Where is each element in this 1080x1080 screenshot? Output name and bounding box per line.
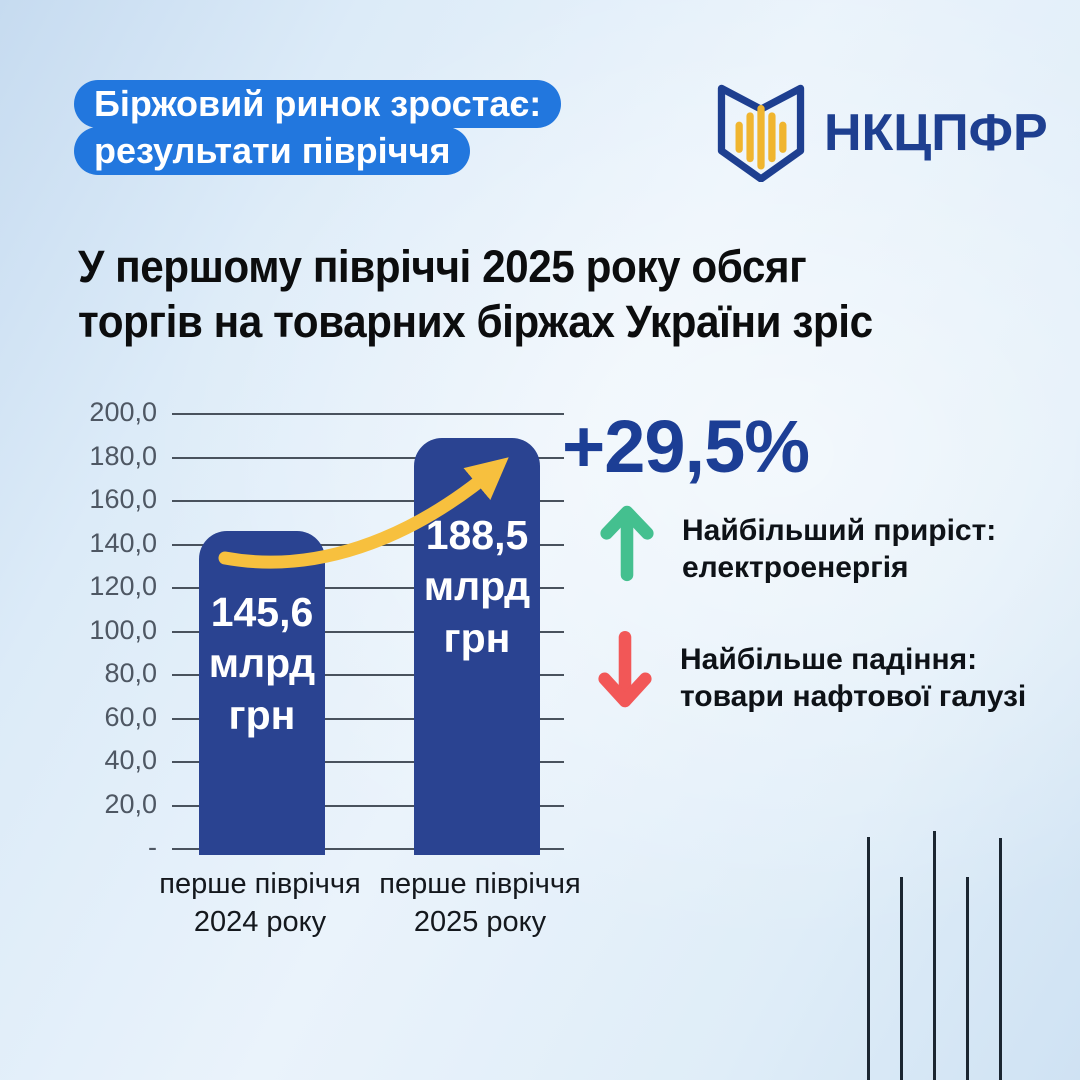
bar-value-unit-1: млрд	[208, 640, 316, 687]
bar-chart: 145,6 млрд грн 188,5 млрд грн	[172, 413, 564, 855]
y-tick-label: 60,0	[104, 702, 157, 732]
highlight-decline-line-2: товари нафтової галузі	[680, 679, 1027, 713]
highlight-decline-text: Найбільше падіння: товари нафтової галуз…	[680, 642, 1026, 715]
y-tick-label: 40,0	[104, 745, 157, 775]
highlight-growth-text: Найбільший приріст: електроенергія	[682, 513, 996, 586]
y-tick-label: 200,0	[89, 397, 157, 427]
header-badge-line-2: результати півріччя	[74, 127, 471, 175]
gridline	[172, 718, 564, 720]
bar-value-number: 145,6	[210, 589, 314, 635]
open-book-chart-icon	[714, 78, 808, 187]
logo-text: НКЦПФР	[824, 103, 1048, 162]
arrow-down-icon	[596, 630, 654, 721]
title-line-2: торгів на товарних біржах України зріс	[78, 295, 873, 347]
y-tick-label: 100,0	[89, 615, 157, 645]
header-badge-line-1: Біржовий ринок зростає:	[74, 80, 562, 128]
decorative-line	[900, 877, 903, 1080]
decorative-line	[867, 837, 870, 1080]
y-tick-label: -	[148, 832, 157, 862]
y-tick-label: 20,0	[104, 789, 157, 819]
gridline	[172, 457, 564, 459]
x-label-line-1: перше півріччя	[379, 868, 581, 900]
y-tick-label: 120,0	[89, 571, 157, 601]
gridline	[172, 413, 564, 415]
nssmc-logo: НКЦПФР	[714, 78, 1048, 187]
gridline	[172, 631, 564, 633]
x-axis-label-2024: перше півріччя 2024 року	[120, 866, 400, 941]
badge-text-2: результати півріччя	[94, 130, 451, 171]
bar-2025: 188,5 млрд грн	[414, 438, 540, 855]
bar-value-unit-2: грн	[228, 691, 296, 738]
x-axis-label-2025: перше півріччя 2025 року	[340, 866, 620, 941]
gridline	[172, 805, 564, 807]
bar-value-unit-1: млрд	[423, 563, 531, 610]
highlight-growth: Найбільший приріст: електроенергія	[598, 501, 996, 588]
y-tick-label: 80,0	[104, 658, 157, 688]
x-label-line-2: 2025 року	[413, 905, 547, 938]
gridline	[172, 587, 564, 589]
bar-value-number: 188,5	[425, 512, 529, 558]
badge-text-1: Біржовий ринок зростає:	[94, 83, 542, 124]
highlight-decline-line-1: Найбільше падіння:	[680, 643, 978, 676]
arrow-up-icon	[598, 501, 656, 588]
decorative-line	[933, 831, 936, 1080]
gridline	[172, 761, 564, 763]
highlight-growth-line-1: Найбільший приріст:	[682, 514, 997, 547]
page-title: У першому півріччі 2025 року обсяг торгі…	[78, 240, 873, 350]
growth-percent: +29,5%	[562, 405, 810, 488]
x-label-line-1: перше півріччя	[159, 868, 361, 900]
bar-value-label-2025: 188,5 млрд грн	[414, 510, 540, 664]
decorative-line	[999, 838, 1002, 1080]
highlight-decline: Найбільше падіння: товари нафтової галуз…	[596, 630, 1026, 721]
decorative-line	[966, 877, 969, 1080]
highlight-growth-line-2: електроенергія	[682, 550, 909, 584]
bar-value-unit-2: грн	[443, 614, 511, 661]
y-tick-label: 160,0	[89, 484, 157, 514]
gridline	[172, 674, 564, 676]
x-label-line-2: 2024 року	[193, 905, 327, 938]
y-tick-label: 180,0	[89, 441, 157, 471]
y-tick-label: 140,0	[89, 528, 157, 558]
title-line-1: У першому півріччі 2025 року обсяг	[78, 241, 807, 292]
bar-2024: 145,6 млрд грн	[199, 531, 325, 855]
bar-value-label-2024: 145,6 млрд грн	[199, 587, 325, 741]
gridline	[172, 848, 564, 850]
